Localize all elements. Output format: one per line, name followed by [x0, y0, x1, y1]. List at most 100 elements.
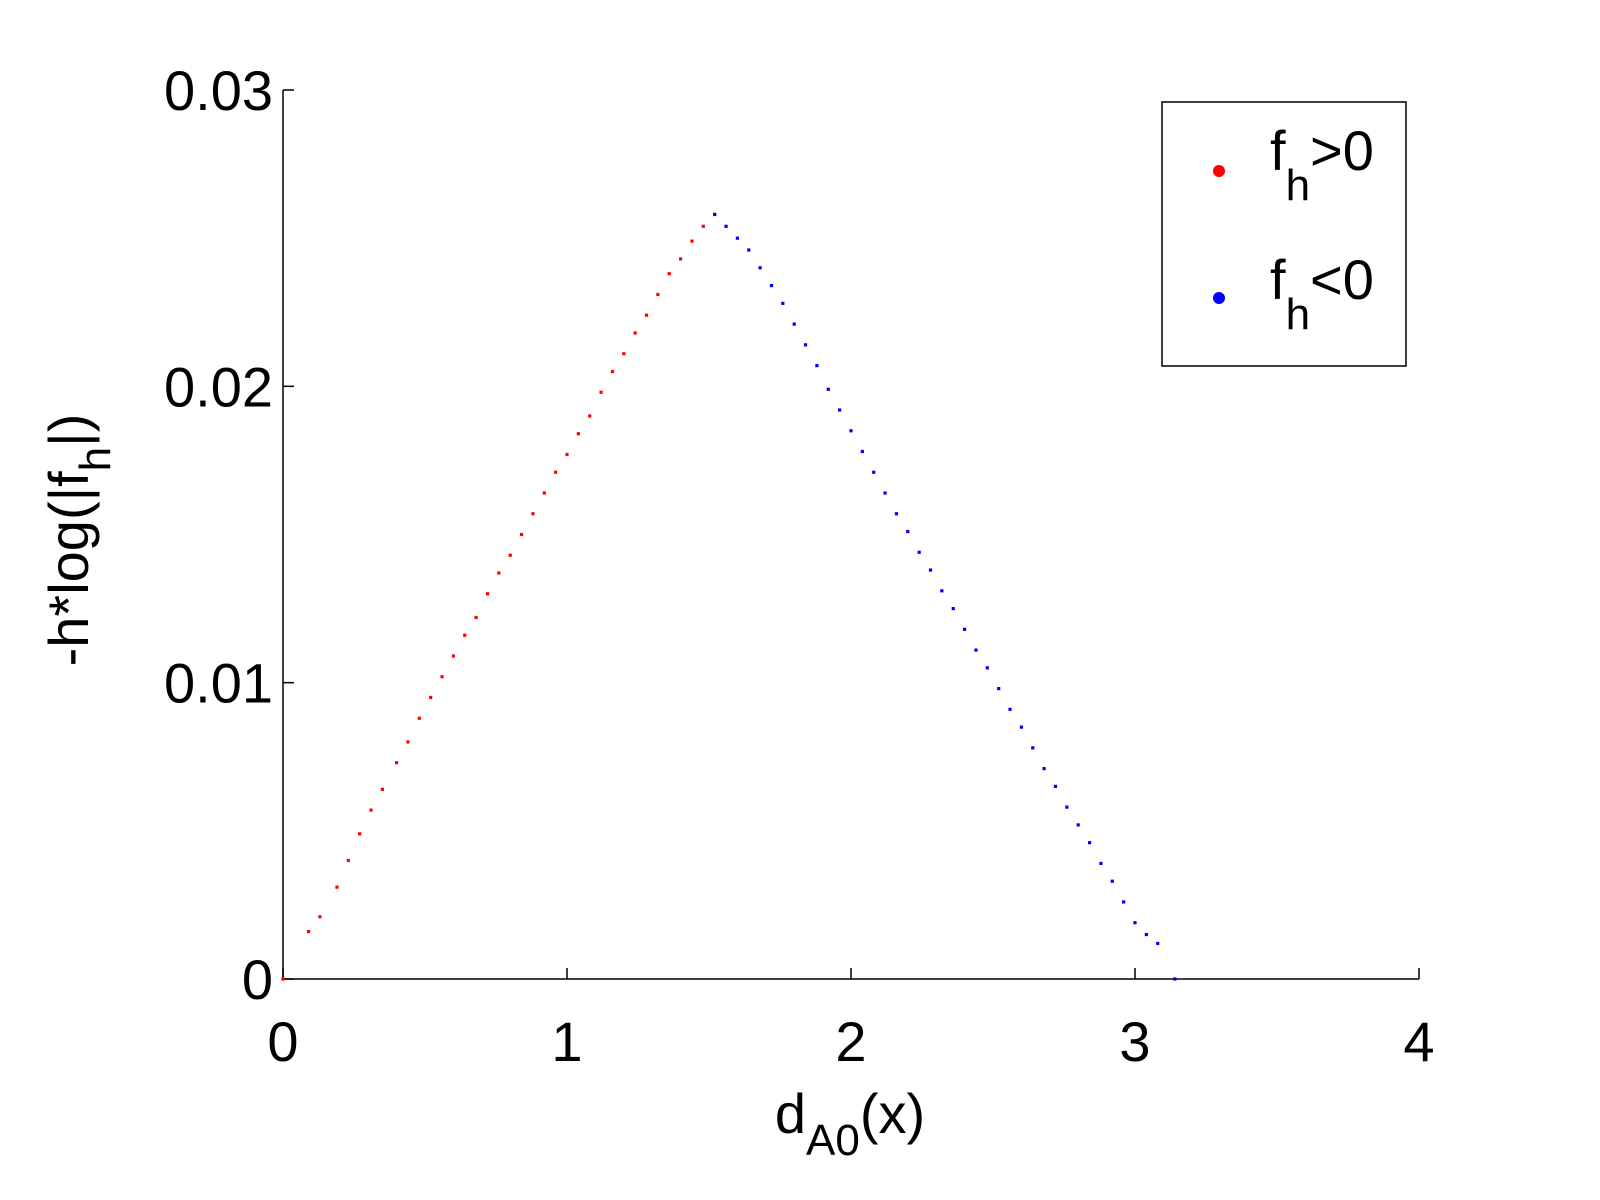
data-point [1110, 879, 1114, 883]
data-point [380, 787, 384, 791]
data-point [281, 977, 285, 981]
data-point [369, 808, 373, 812]
data-point [417, 716, 421, 720]
data-point [679, 257, 683, 261]
legend-label-negative-main: f [1270, 248, 1286, 311]
data-point [519, 532, 524, 537]
data-point [358, 832, 362, 836]
legend-label-positive-main: f [1270, 119, 1286, 182]
data-point [440, 675, 444, 679]
legend-label-negative-tail: <0 [1310, 248, 1374, 311]
data-point [576, 432, 580, 436]
data-point [906, 529, 910, 534]
data-point [508, 553, 512, 557]
data-point [485, 592, 490, 596]
y-axis-label-tail: |) [37, 414, 100, 447]
y-tick-label: 0.02 [164, 355, 273, 418]
data-point [644, 313, 649, 317]
y-tick-label: 0 [242, 948, 273, 1011]
x-axis-label-main: d [775, 1082, 806, 1145]
data-point [1144, 932, 1148, 937]
legend-label-negative: fh<0 [1270, 248, 1374, 339]
data-point [1099, 861, 1103, 866]
data-point [667, 272, 671, 276]
data-point [917, 550, 921, 554]
legend-label-positive-tail: >0 [1310, 119, 1374, 182]
series-1-points [713, 212, 1177, 981]
data-point [928, 568, 933, 572]
data-point [951, 606, 955, 611]
data-point [724, 224, 728, 228]
data-point [872, 470, 876, 474]
data-point [1065, 805, 1069, 809]
data-point [713, 212, 717, 217]
data-point [747, 248, 751, 252]
data-point [395, 761, 399, 765]
data-point [429, 695, 433, 700]
data-point [963, 627, 967, 631]
x-tick-label: 1 [551, 1010, 582, 1073]
data-point [497, 571, 501, 575]
data-point [565, 452, 569, 457]
data-point [701, 224, 705, 228]
data-point [815, 363, 819, 368]
data-point [997, 686, 1001, 691]
data-point [610, 369, 615, 374]
y-axis-label-main: -h*log(|f [37, 471, 100, 667]
data-point [1031, 746, 1035, 750]
legend-item-negative: fh<0 [1213, 248, 1374, 339]
data-point [769, 283, 774, 288]
data-point [735, 236, 739, 240]
data-point [1173, 977, 1177, 981]
y-axis-label-subscript: h [71, 447, 120, 471]
x-tick-label: 2 [835, 1010, 866, 1073]
data-point [826, 387, 830, 391]
legend-item-positive: fh>0 [1213, 119, 1374, 210]
y-axis-ticks: 0 0.01 0.02 0.03 [164, 59, 294, 1011]
data-point [803, 343, 808, 347]
legend-label-negative-subscript: h [1286, 290, 1310, 339]
data-point [1053, 784, 1058, 788]
data-point [318, 915, 322, 919]
data-point [1076, 823, 1080, 827]
x-tick-label: 0 [267, 1010, 298, 1073]
data-point [1156, 941, 1160, 946]
data-point [633, 331, 637, 335]
data-point [940, 589, 944, 593]
x-axis-label: dA0(x) [775, 1082, 925, 1165]
data-point [1087, 841, 1092, 845]
data-point [1042, 767, 1046, 771]
data-point [894, 512, 899, 516]
data-point [335, 885, 339, 889]
data-point [838, 408, 842, 412]
legend-box [1161, 101, 1407, 367]
legend-label-positive-subscript: h [1286, 161, 1310, 210]
data-point [860, 449, 864, 454]
legend: fh>0 fh<0 [1161, 101, 1407, 367]
legend-marker-negative [1213, 292, 1225, 304]
data-point [781, 301, 785, 305]
x-axis-label-subscript: A0 [806, 1116, 860, 1165]
data-point [531, 512, 535, 516]
data-point [792, 322, 796, 326]
data-point [1122, 900, 1126, 904]
data-point [554, 470, 558, 474]
data-point [463, 633, 467, 637]
data-point [690, 239, 694, 243]
data-point [588, 414, 592, 418]
data-point [985, 666, 989, 670]
x-tick-label: 4 [1403, 1010, 1434, 1073]
y-tick-label: 0.01 [164, 652, 273, 715]
data-point [1019, 725, 1023, 729]
x-axis-label-tail: (x) [860, 1082, 925, 1145]
data-point [883, 491, 887, 495]
data-point [599, 390, 603, 394]
data-point [346, 858, 350, 863]
y-axis-label: -h*log(|fh|) [37, 414, 120, 667]
x-tick-label: 3 [1119, 1010, 1150, 1073]
data-point [474, 615, 478, 620]
x-axis-ticks: 0 1 2 3 4 [267, 968, 1435, 1073]
data-point [622, 352, 626, 356]
data-point [974, 648, 978, 652]
data-point [542, 491, 546, 495]
